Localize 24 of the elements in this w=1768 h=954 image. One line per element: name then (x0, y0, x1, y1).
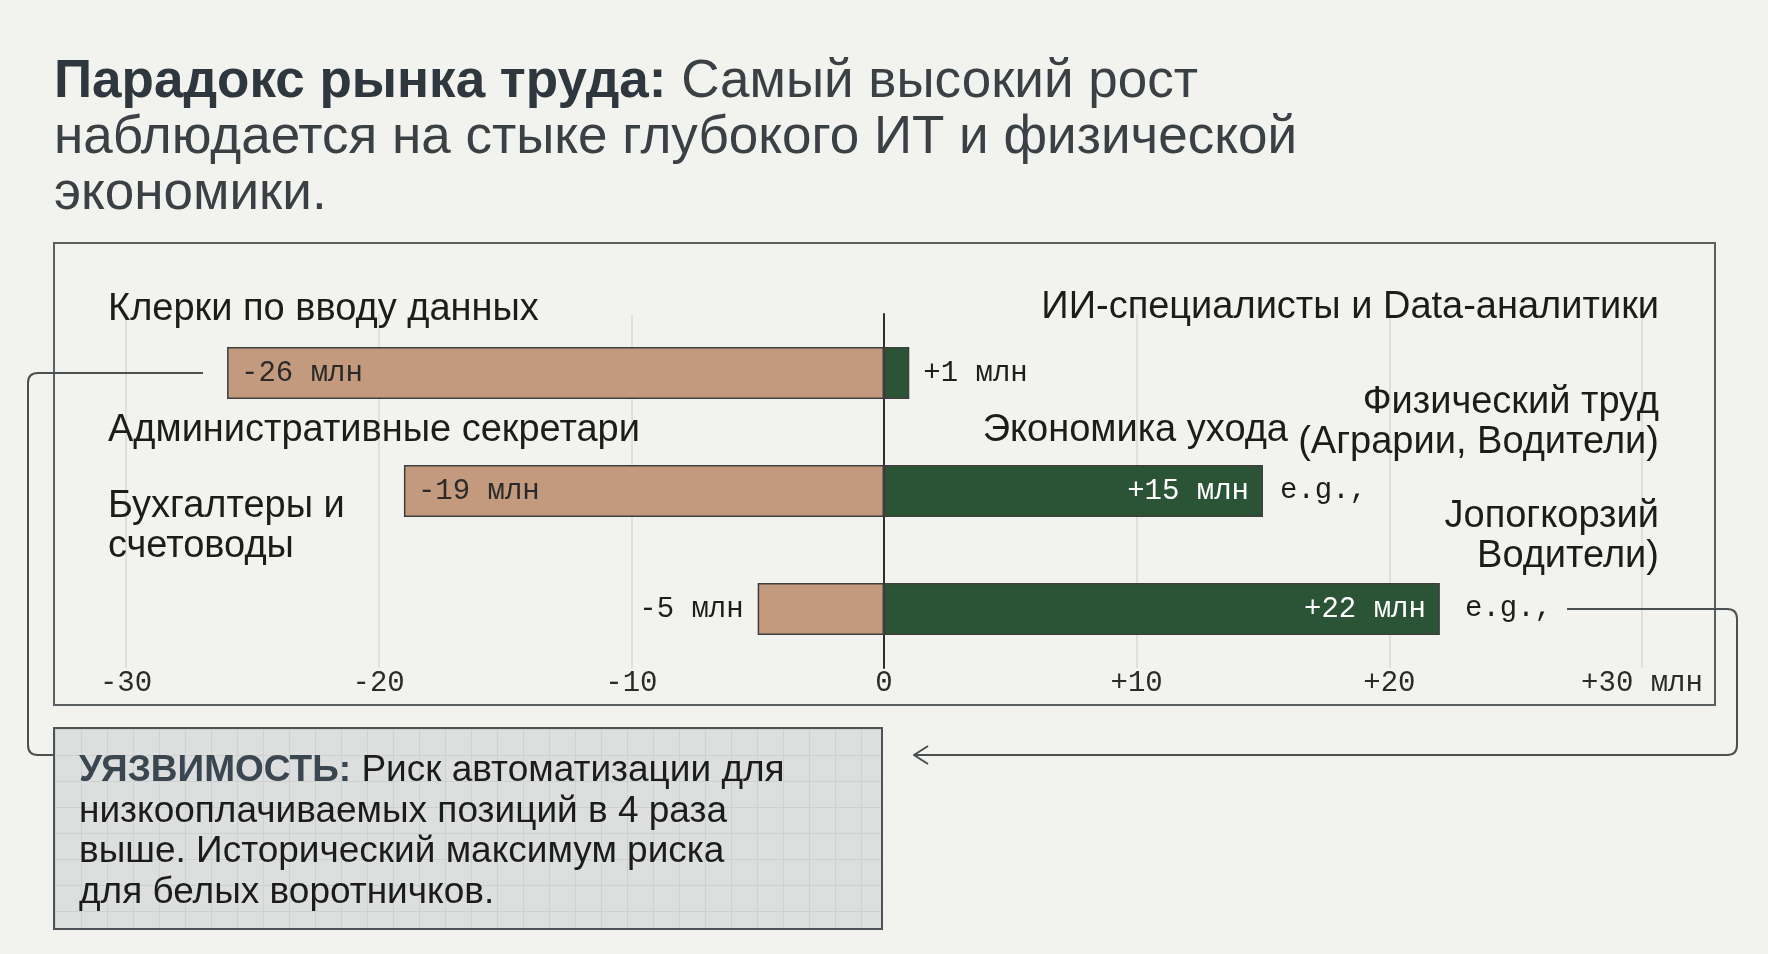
annotation: Jопогкорзий Водители) (1443, 493, 1659, 575)
annotation: Клерки по вводу данных (108, 286, 539, 328)
annotation: Экономика ухода (982, 407, 1288, 449)
x-tick-label: +30 млн (1581, 667, 1703, 700)
text: УЯЗВИМОСТЬ: Риск автоматизации для низкооплачиваемых позиций в 4 раза выше. Исторический максимум риска для белых воротничков. (79, 748, 786, 912)
x-tick-label: -30 (99, 667, 153, 700)
annotation: e.g., (1280, 473, 1368, 509)
x-tick-label: +10 (1110, 667, 1163, 700)
x-tick-label: -20 (352, 667, 405, 700)
x-tick-label: -10 (605, 667, 658, 700)
annotation: Бухгалтеры и счетоводы (108, 483, 346, 565)
data-label: +15 млн (1127, 474, 1249, 508)
x-tick-label: +20 (1363, 667, 1416, 700)
annotation: e.g., (1465, 591, 1553, 627)
annotation: Физический труд (Аграрии, Водители) (1298, 379, 1659, 461)
data-label: -5 млн (639, 592, 744, 626)
data-label: -19 млн (417, 474, 540, 508)
data-label: +1 млн (923, 356, 1028, 390)
data-label: +22 млн (1304, 592, 1426, 626)
annotation: Административные секретари (108, 407, 640, 449)
x-tick-label: 0 (875, 667, 893, 700)
chart-title: Парадокс рынка труда: Самый высокий рост наблюдается на стыке глубокого ИТ и физической экономики. (54, 49, 1298, 220)
data-label: -26 млн (241, 356, 363, 390)
annotation: ИИ-специалисты и Data-аналитики (1041, 284, 1659, 326)
